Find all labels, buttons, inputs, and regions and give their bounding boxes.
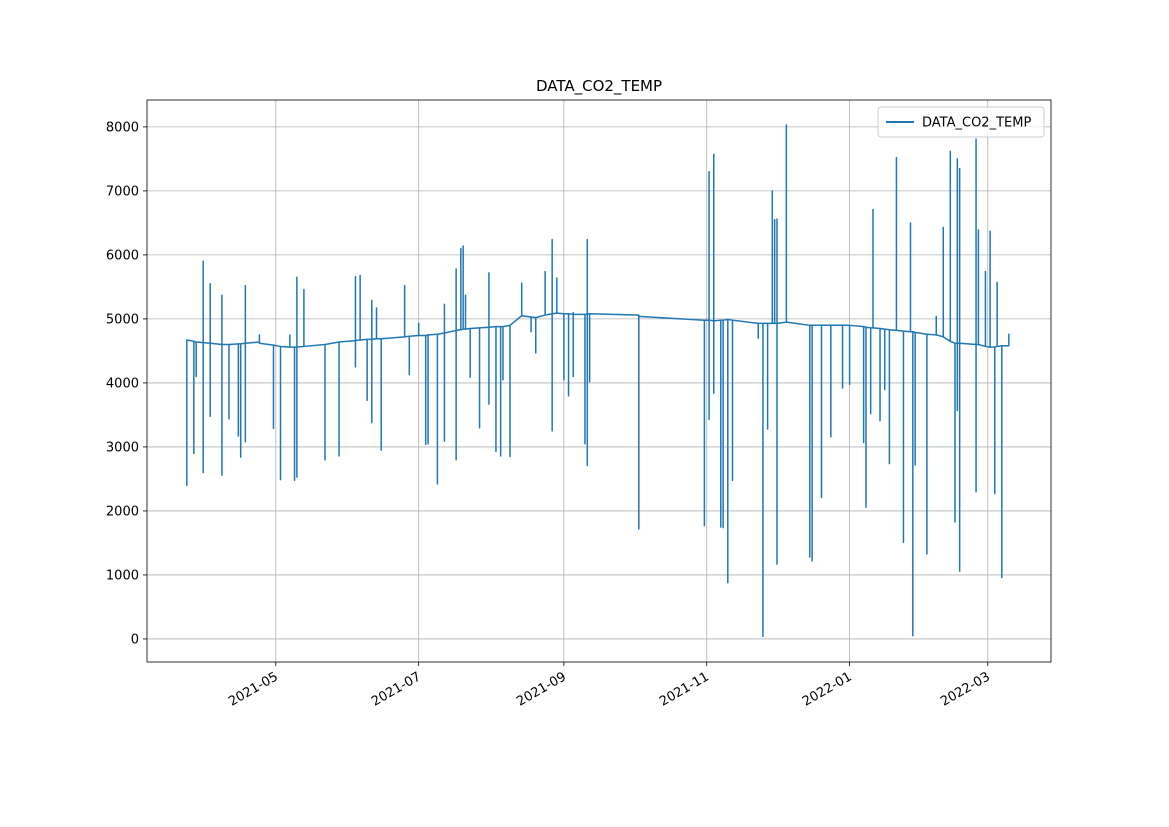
- y-tick-label: 3000: [106, 440, 139, 455]
- y-tick-label: 7000: [106, 184, 139, 199]
- x-tick-label: 2022-01: [800, 669, 855, 709]
- data-line: [186, 124, 1010, 638]
- y-tick-label: 6000: [106, 248, 139, 263]
- legend-label: DATA_CO2_TEMP: [922, 116, 1031, 131]
- y-tick-label: 4000: [106, 376, 139, 391]
- x-tick-label: 2021-11: [657, 669, 712, 709]
- x-tick-label: 2021-07: [369, 669, 424, 709]
- chart-title: DATA_CO2_TEMP: [536, 77, 662, 96]
- x-tick-label: 2021-05: [226, 669, 281, 709]
- y-tick-label: 2000: [106, 504, 139, 519]
- legend-box: [877, 106, 1045, 138]
- y-tick-label: 8000: [106, 120, 139, 135]
- y-tick-label: 1000: [106, 568, 139, 583]
- x-tick-label: 2021-09: [514, 669, 569, 709]
- y-tick-label: 5000: [106, 312, 139, 327]
- legend: DATA_CO2_TEMP: [877, 106, 1045, 138]
- x-tick-label: 2022-03: [938, 669, 993, 709]
- plot-frame: [146, 99, 1052, 663]
- y-tick-label: 0: [131, 632, 139, 647]
